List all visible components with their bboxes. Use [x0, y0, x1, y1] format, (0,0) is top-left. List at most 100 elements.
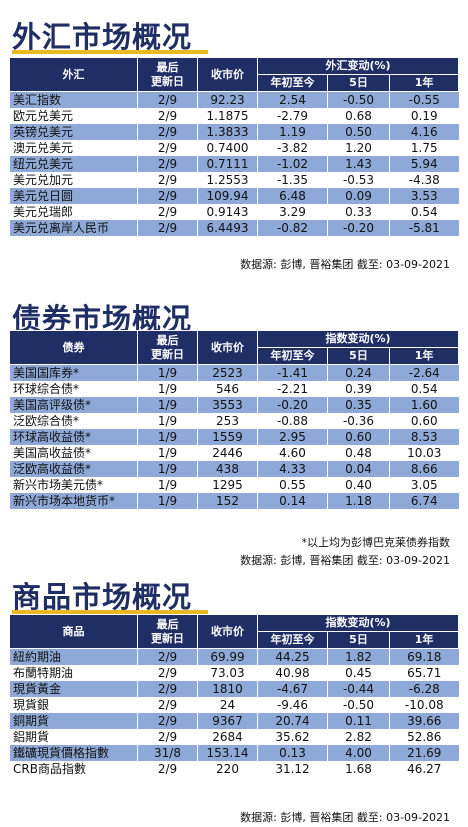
row-value-cell: 39.66	[388, 713, 459, 729]
row-value-cell: -1.41	[257, 364, 328, 381]
row-value-cell: 0.11	[327, 713, 390, 729]
row-value-cell: 253	[197, 413, 258, 429]
row-value-cell: 5.94	[388, 156, 459, 172]
row-value-cell: 0.55	[257, 477, 328, 493]
commodities-table-body: 紐約期油 2/9 69.99 44.25 1.82 69.18 布蘭特期油 2/9 73.03 4…	[9, 648, 459, 777]
table-row: 布蘭特期油 2/9 73.03 40.98 0.45 65.71	[9, 665, 459, 681]
row-value-cell: 1/9	[137, 397, 198, 413]
row-value-cell: 20.74	[257, 713, 328, 729]
table-row: 現貨黃金 2/9 1810 -4.67 -0.44 -6.28	[9, 681, 459, 697]
row-value-cell: -9.46	[257, 697, 328, 713]
fx-header-5d: 5日	[327, 74, 390, 92]
row-value-cell: 3.05	[388, 477, 459, 493]
bonds-header-change: 指数变动(%)	[256, 330, 460, 348]
row-name-cell: 美元兑离岸人民币	[9, 220, 138, 236]
row-value-cell: -6.28	[388, 681, 459, 697]
row-value-cell: 2/9	[137, 188, 198, 204]
row-name-cell: 現貨黃金	[9, 681, 138, 697]
bonds-table: 债券 最后 更新日 收市价 指数变动(%) 年初至今 5日 1年 美国国库券* 1…	[9, 330, 460, 509]
table-row: 美元兑日圆 2/9 109.94 6.48 0.09 3.53	[9, 188, 459, 204]
row-value-cell: 2/9	[137, 681, 198, 697]
row-value-cell: -10.08	[388, 697, 459, 713]
row-value-cell: -0.50	[327, 697, 390, 713]
row-name-cell: CRB商品指數	[9, 761, 138, 777]
table-row: 纽元兑美元 2/9 0.7111 -1.02 1.43 5.94	[9, 156, 459, 172]
table-row: 美汇指数 2/9 92.23 2.54 -0.50 -0.55	[9, 91, 459, 108]
row-value-cell: 0.09	[327, 188, 390, 204]
row-value-cell: 0.7111	[197, 156, 258, 172]
row-value-cell: 44.25	[257, 648, 328, 665]
bonds-source: 数据源: 彭博, 晋裕集团 截至: 03-09-2021	[240, 554, 450, 567]
row-value-cell: 2/9	[137, 140, 198, 156]
row-value-cell: 2/9	[137, 172, 198, 188]
row-value-cell: -4.38	[388, 172, 459, 188]
bonds-header-1y: 1年	[388, 347, 460, 365]
table-row: 美国高评级债* 1/9 3553 -0.20 0.35 1.60	[9, 397, 459, 413]
row-value-cell: 3553	[197, 397, 258, 413]
table-row: 美元兑离岸人民币 2/9 6.4493 -0.82 -0.20 -5.81	[9, 220, 459, 236]
table-row: 美元兑瑞郎 2/9 0.9143 3.29 0.33 0.54	[9, 204, 459, 220]
row-value-cell: 0.24	[327, 364, 390, 381]
fx-header-ytd: 年初至今	[257, 74, 328, 92]
row-value-cell: -1.35	[257, 172, 328, 188]
row-value-cell: 6.48	[257, 188, 328, 204]
row-name-cell: 美国国库券*	[9, 364, 138, 381]
row-value-cell: -3.82	[257, 140, 328, 156]
row-name-cell: 泛欧综合债*	[9, 413, 138, 429]
fx-header-date: 最后 更新日	[137, 57, 198, 92]
row-name-cell: 环球高收益债*	[9, 429, 138, 445]
row-value-cell: -0.82	[257, 220, 328, 236]
row-value-cell: 2/9	[137, 204, 198, 220]
row-value-cell: 9367	[197, 713, 258, 729]
table-row: 泛欧综合债* 1/9 253 -0.88 -0.36 0.60	[9, 413, 459, 429]
row-name-cell: 布蘭特期油	[9, 665, 138, 681]
fx-header-change: 外汇变动(%)	[256, 57, 460, 75]
row-value-cell: -0.44	[327, 681, 390, 697]
row-name-cell: 美国高评级债*	[9, 397, 138, 413]
row-value-cell: 2/9	[137, 761, 198, 777]
row-value-cell: -0.88	[257, 413, 328, 429]
row-value-cell: 21.69	[388, 745, 459, 761]
table-row: 环球高收益债* 1/9 1559 2.95 0.60 8.53	[9, 429, 459, 445]
row-value-cell: 0.9143	[197, 204, 258, 220]
fx-header-price: 收市价	[197, 57, 258, 92]
row-value-cell: 152	[197, 493, 258, 509]
row-value-cell: 2684	[197, 729, 258, 745]
row-name-cell: 泛欧高收益债*	[9, 461, 138, 477]
row-value-cell: 4.33	[257, 461, 328, 477]
fx-header-1y: 1年	[388, 74, 460, 92]
row-value-cell: 1.60	[388, 397, 459, 413]
row-value-cell: 6.74	[388, 493, 459, 509]
row-value-cell: 73.03	[197, 665, 258, 681]
commodities-title: 商品市场概况	[12, 580, 193, 614]
commodities-header-date: 最后 更新日	[137, 614, 198, 649]
row-name-cell: 欧元兑美元	[9, 108, 138, 124]
bonds-note: *以上均为彭博巴克莱债券指数	[301, 536, 451, 549]
bonds-header-ytd: 年初至今	[257, 347, 328, 365]
row-value-cell: 2446	[197, 445, 258, 461]
table-row: 澳元兑美元 2/9 0.7400 -3.82 1.20 1.75	[9, 140, 459, 156]
row-value-cell: 0.54	[388, 204, 459, 220]
row-value-cell: 1/9	[137, 477, 198, 493]
row-name-cell: 現貨銀	[9, 697, 138, 713]
table-row: CRB商品指數 2/9 220 31.12 1.68 46.27	[9, 761, 459, 777]
row-value-cell: 52.86	[388, 729, 459, 745]
row-name-cell: 环球综合债*	[9, 381, 138, 397]
row-value-cell: 1.3833	[197, 124, 258, 140]
row-name-cell: 纽元兑美元	[9, 156, 138, 172]
row-value-cell: 0.39	[327, 381, 390, 397]
table-row: 新兴市场美元债* 1/9 1295 0.55 0.40 3.05	[9, 477, 459, 493]
row-value-cell: 438	[197, 461, 258, 477]
row-value-cell: 0.48	[327, 445, 390, 461]
row-name-cell: 美元兑加元	[9, 172, 138, 188]
row-value-cell: 0.33	[327, 204, 390, 220]
fx-title-underline	[12, 50, 208, 54]
commodities-header-1y: 1年	[388, 631, 460, 649]
row-name-cell: 鋁期貨	[9, 729, 138, 745]
row-value-cell: 1.82	[327, 648, 390, 665]
row-value-cell: 109.94	[197, 188, 258, 204]
row-value-cell: 31/8	[137, 745, 198, 761]
table-row: 美国高收益债* 1/9 2446 4.60 0.48 10.03	[9, 445, 459, 461]
row-value-cell: 1/9	[137, 364, 198, 381]
row-value-cell: -0.55	[388, 91, 459, 108]
